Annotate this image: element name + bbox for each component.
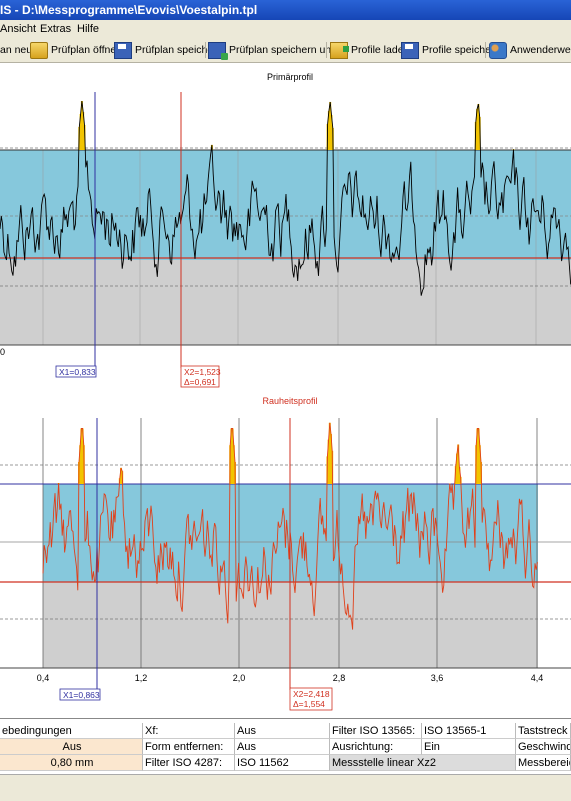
save-as-icon [208,42,226,59]
folder-open-icon [30,42,48,59]
menu-hilfe[interactable]: Hilfe [77,23,99,35]
settings-cell[interactable]: Aus [0,739,143,755]
x-tick-label: 0,4 [37,673,50,683]
primary-left-label: 0 [0,347,5,357]
roughness-x2-label: X2=2,418 [293,689,330,699]
settings-cell[interactable]: ISO 11562 [235,755,330,771]
roughness-plot: 0,4 1,2 2,0 2,8 3,6 4,4 X1=0,863 X2=2,418 Δ=1… [0,418,571,710]
primary-title: Primärprofil [267,72,313,82]
x-tick-label: 3,6 [431,673,444,683]
settings-cell[interactable]: 0,80 mm [0,755,143,771]
settings-cell: Filter ISO 4287: [143,755,235,771]
profile-plots: Primärprofil 0 X1=0,833 X2=1,523 Δ=0,691… [0,63,571,718]
settings-cell: ebedingungen [0,723,143,739]
settings-cell[interactable]: Aus [235,739,330,755]
settings-cell: Filter ISO 13565: [330,723,422,739]
toolbar: an neu Prüfplan öffnen Prüfplan speicher… [0,38,571,63]
settings-cell: Ausrichtung: [330,739,422,755]
primary-x2-label: X2=1,523 [184,367,221,377]
switch-user-button[interactable]: Anwenderwechs [489,41,571,59]
settings-cell: Messbereic [516,755,571,771]
settings-cell: Xf: [143,723,235,739]
profile-plots-svg: Primärprofil 0 X1=0,833 X2=1,523 Δ=0,691… [0,63,571,718]
roughness-title: Rauheitsprofil [262,396,317,406]
settings-cell[interactable]: ISO 13565-1 [422,723,516,739]
title-bar: IS - D:\Messprogramme\Evovis\Voestalpin.… [0,0,571,20]
settings-cell: Geschwind [516,739,571,755]
roughness-delta-label: Δ=1,554 [293,699,325,709]
x-tick-label: 2,0 [233,673,246,683]
settings-cell[interactable]: Ein [422,739,516,755]
menu-bar: Ansicht Extras Hilfe [0,20,571,39]
x-tick-label: 2,8 [333,673,346,683]
user-switch-icon [489,42,507,59]
save-icon [114,42,132,59]
open-plan-button[interactable]: Prüfplan öffnen [30,41,122,59]
primary-delta-label: Δ=0,691 [184,377,216,387]
status-area [0,774,571,801]
settings-cell[interactable]: Messstelle linear Xz2 [330,755,516,771]
menu-ansicht[interactable]: Ansicht [0,23,36,35]
settings-cell: Form entfernen: [143,739,235,755]
save-plan-button[interactable]: Prüfplan speichern [114,41,223,59]
new-plan-button[interactable]: an neu [0,41,32,59]
roughness-x1-label: X1=0,863 [63,690,100,700]
primary-plot: 0 X1=0,833 X2=1,523 Δ=0,691 [0,92,571,387]
settings-cell[interactable]: Aus [235,723,330,739]
x-tick-label: 1,2 [135,673,148,683]
settings-cell: Taststreck [516,723,571,739]
save-plan-as-button[interactable]: Prüfplan speichern unter [208,41,343,59]
primary-x1-label: X1=0,833 [59,367,96,377]
save-profile-icon [401,42,419,59]
load-profile-icon [330,42,348,59]
window-title: IS - D:\Messprogramme\Evovis\Voestalpin.… [0,3,257,17]
menu-extras[interactable]: Extras [40,23,71,35]
load-profiles-button[interactable]: Profile laden [330,41,409,59]
x-tick-label: 4,4 [531,673,544,683]
